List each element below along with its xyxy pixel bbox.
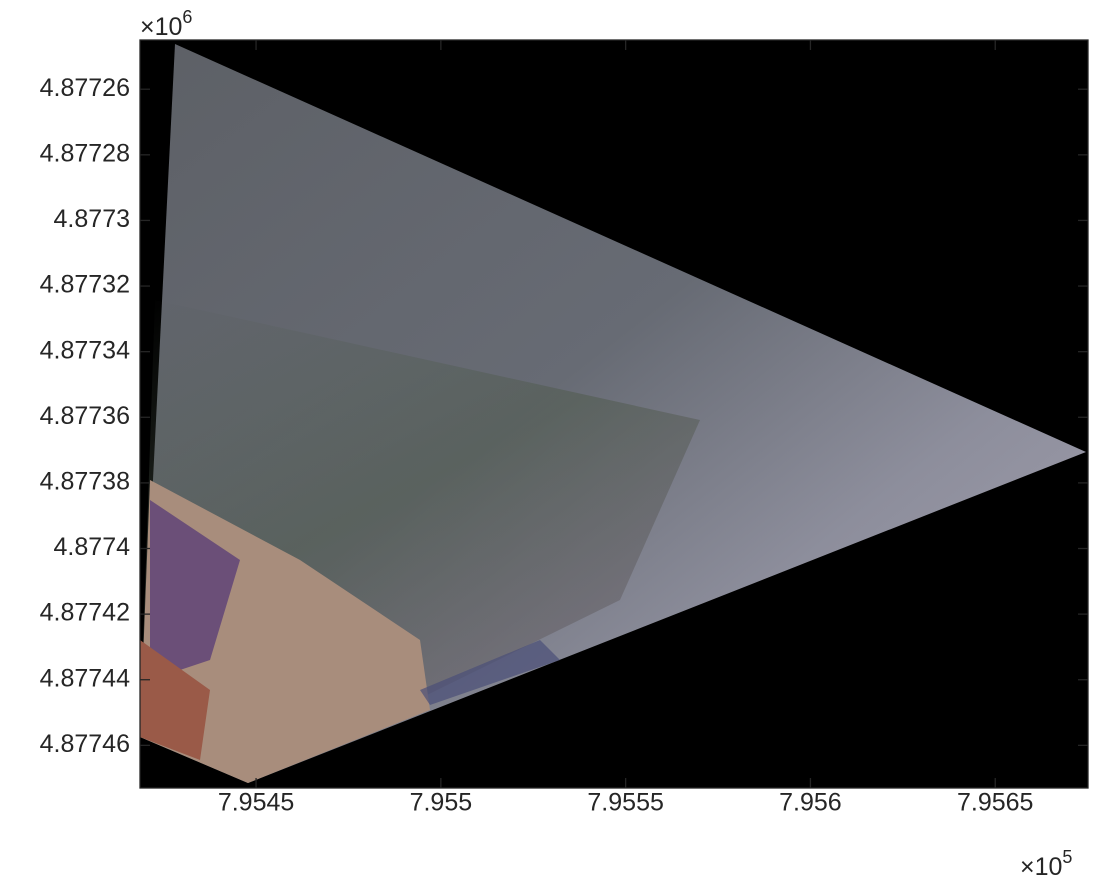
y-tick-label: 4.87744 [40, 664, 130, 692]
y-tick-label: 4.87734 [40, 336, 130, 364]
page: ×106 ×105 4.877264.877284.87734.877324.8… [0, 0, 1109, 885]
y-tick-label: 4.87738 [40, 468, 130, 496]
x-tick-label: 7.9545 [218, 789, 294, 817]
x-tick-label: 7.9555 [587, 789, 663, 817]
y-tick-label: 4.87742 [40, 599, 130, 627]
y-tick-label: 4.87732 [40, 271, 130, 299]
y-tick-label: 4.87746 [40, 730, 130, 758]
y-tick-label: 4.87728 [40, 139, 130, 167]
y-tick-label: 4.8773 [54, 205, 130, 233]
y-tick-label: 4.87726 [40, 74, 130, 102]
x-multiplier-base: ×10 [1020, 853, 1062, 881]
x-tick-label: 7.955 [410, 789, 473, 817]
y-tick-label: 4.87736 [40, 402, 130, 430]
y-tick-label: 4.8774 [54, 533, 131, 561]
x-tick-label: 7.9565 [957, 789, 1033, 817]
y-multiplier: ×106 [140, 7, 192, 41]
y-multiplier-base: ×10 [140, 13, 182, 41]
x-multiplier-exponent: 5 [1062, 847, 1072, 867]
y-multiplier-exponent: 6 [182, 7, 192, 27]
x-tick-label: 7.956 [779, 789, 842, 817]
figure: ×106 ×105 4.877264.877284.87734.877324.8… [0, 0, 1109, 885]
x-multiplier: ×105 [1020, 847, 1072, 881]
